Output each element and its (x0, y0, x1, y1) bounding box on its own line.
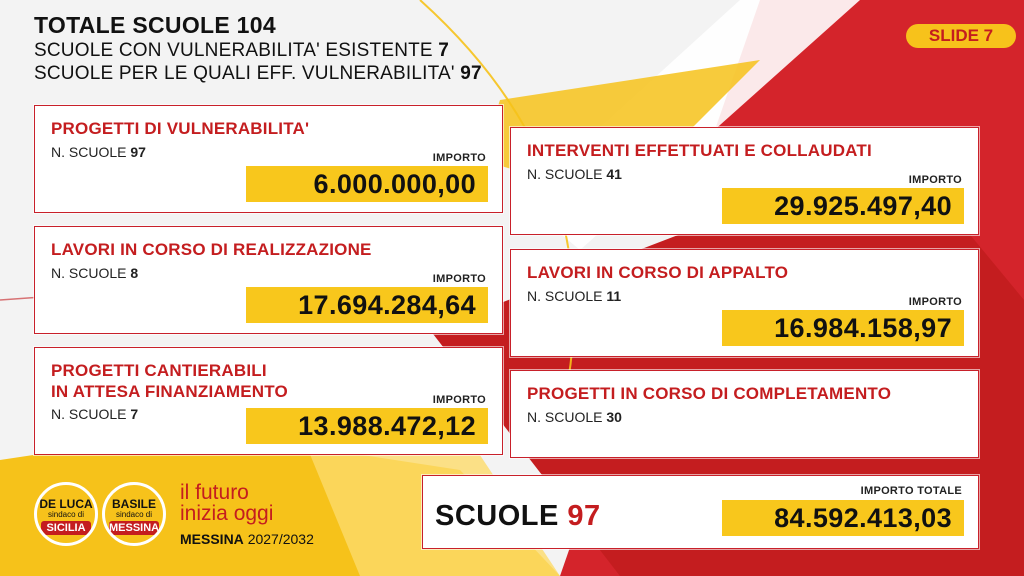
importo-totale-label: IMPORTO TOTALE (860, 485, 962, 497)
card-progetti-vulnerabilita: PROGETTI DI VULNERABILITA' N. SCUOLE 97 … (34, 105, 503, 213)
count-value: 41 (606, 166, 622, 182)
slide-badge: SLIDE 7 (906, 24, 1016, 48)
count-prefix: N. SCUOLE (527, 166, 603, 182)
card-progetti-cantierabili: PROGETTI CANTIERABILI IN ATTESA FINANZIA… (34, 347, 503, 455)
total-count: 97 (567, 500, 601, 532)
card-title: LAVORI IN CORSO DI REALIZZAZIONE (51, 240, 372, 259)
count-prefix: N. SCUOLE (527, 409, 603, 425)
count-prefix: N. SCUOLE (51, 144, 127, 160)
card-title: INTERVENTI EFFETTUATI E COLLAUDATI (527, 141, 872, 160)
card-title: LAVORI IN CORSO DI APPALTO (527, 263, 789, 282)
subtitle-line-2-text: SCUOLE PER LE QUALI EFF. VULNERABILITA' (34, 63, 455, 84)
count-value: 7 (130, 406, 139, 422)
logo-place: SICILIA (41, 521, 91, 535)
subtitle-line-1: SCUOLE CON VULNERABILITA' ESISTENTE 7 (34, 40, 482, 62)
subtitle-line-2: SCUOLE PER LE QUALI EFF. VULNERABILITA' … (34, 63, 482, 85)
logo-place: MESSINA (109, 521, 160, 535)
count-prefix: N. SCUOLE (51, 406, 127, 422)
amount-value: 16.984.158,97 (722, 310, 964, 346)
slogan-line-1: il futuro (180, 481, 249, 504)
importo-label: IMPORTO (432, 273, 486, 285)
years: 2027/2032 (247, 531, 314, 547)
amount-value: 17.694.284,64 (246, 287, 488, 323)
card-lavori-appalto: LAVORI IN CORSO DI APPALTO N. SCUOLE 11 … (510, 249, 979, 357)
importo-label: IMPORTO (432, 152, 486, 164)
importo-label: IMPORTO (432, 394, 486, 406)
slogan: il futuro inizia oggi (180, 482, 273, 524)
subtitle-line-1-text: SCUOLE CON VULNERABILITA' ESISTENTE (34, 40, 433, 61)
subtitle-line-2-value: 97 (460, 63, 482, 84)
count-prefix: N. SCUOLE (527, 288, 603, 304)
city-years: MESSINA 2027/2032 (180, 531, 314, 547)
logo-name: BASILE (111, 497, 156, 511)
logo-sub: sindaco di (115, 510, 153, 519)
card-lavori-realizzazione: LAVORI IN CORSO DI REALIZZAZIONE N. SCUO… (34, 226, 503, 334)
importo-label: IMPORTO (908, 174, 962, 186)
count-value: 97 (130, 144, 146, 160)
card-count: N. SCUOLE 11 (527, 288, 621, 304)
card-title: PROGETTI DI VULNERABILITA' (51, 119, 310, 138)
card-title-line-1: PROGETTI CANTIERABILI (51, 361, 267, 380)
header: TOTALE SCUOLE 104 SCUOLE CON VULNERABILI… (34, 12, 482, 85)
card-title: PROGETTI IN CORSO DI COMPLETAMENTO (527, 384, 892, 403)
total-label: SCUOLE 97 (435, 500, 601, 533)
page-title: TOTALE SCUOLE 104 (34, 12, 276, 38)
amount-value: 13.988.472,12 (246, 408, 488, 444)
logo-name: DE LUCA (39, 497, 93, 511)
subtitle-line-1-value: 7 (438, 40, 450, 61)
card-progetti-completamento: PROGETTI IN CORSO DI COMPLETAMENTO N. SC… (510, 370, 979, 458)
card-count: N. SCUOLE 7 (51, 406, 138, 422)
amount-value: 6.000.000,00 (246, 166, 488, 202)
logo-sub: sindaco di (47, 510, 85, 519)
card-interventi-collaudati: INTERVENTI EFFETTUATI E COLLAUDATI N. SC… (510, 127, 979, 235)
importo-label: IMPORTO (908, 296, 962, 308)
card-totale: SCUOLE 97 IMPORTO TOTALE 84.592.413,03 (422, 475, 979, 549)
count-value: 8 (130, 265, 139, 281)
card-count: N. SCUOLE 97 (51, 144, 146, 160)
total-amount: 84.592.413,03 (722, 500, 964, 536)
card-count: N. SCUOLE 8 (51, 265, 138, 281)
footer-branding: DE LUCA sindaco di SICILIA BASILE sindac… (34, 482, 334, 572)
card-title-line-2: IN ATTESA FINANZIAMENTO (51, 382, 288, 401)
total-label-text: SCUOLE (435, 500, 559, 532)
count-value: 11 (606, 288, 622, 304)
card-title: PROGETTI CANTIERABILI IN ATTESA FINANZIA… (51, 360, 288, 402)
logo-basile: BASILE sindaco di MESSINA (102, 482, 166, 546)
count-prefix: N. SCUOLE (51, 265, 127, 281)
card-count: N. SCUOLE 41 (527, 166, 622, 182)
slogan-line-2: inizia oggi (180, 502, 274, 525)
count-value: 30 (606, 409, 622, 425)
card-count: N. SCUOLE 30 (527, 409, 622, 425)
amount-value: 29.925.497,40 (722, 188, 964, 224)
city: MESSINA (180, 531, 244, 547)
logo-de-luca: DE LUCA sindaco di SICILIA (34, 482, 98, 546)
